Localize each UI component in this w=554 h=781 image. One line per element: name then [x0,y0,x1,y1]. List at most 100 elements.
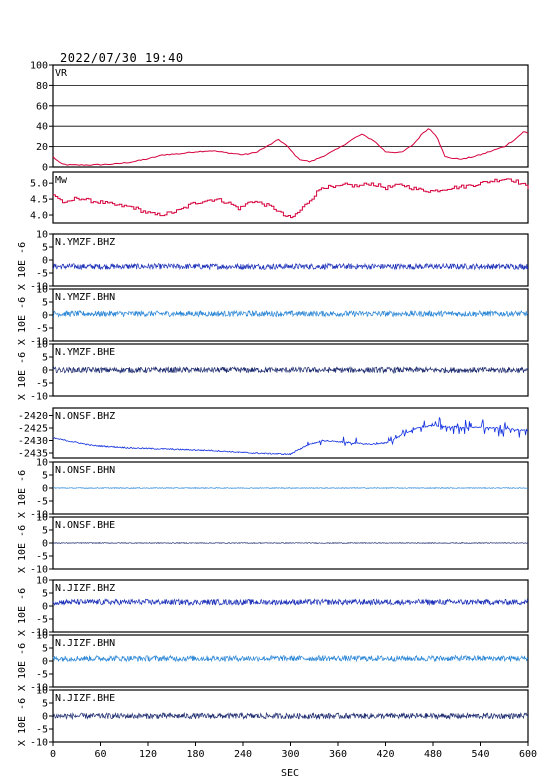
y-axis-units-label: X 10E -6 [17,352,28,400]
panel-frame [52,407,529,459]
chart-title: 2022/07/30 19:40 [60,51,184,65]
panel-frame [52,64,529,168]
y-axis-units-label: X 10E -6 [17,698,28,746]
series-line-onsf_bhn [53,487,529,489]
panel-frame [52,689,529,743]
y-tick-label: 5 [42,526,48,537]
y-tick-label: -2420 [18,411,48,422]
y-tick-label: -10 [30,392,48,403]
panels-group: 100806040200VR5.04.54.0Mw1050-5-10N.YMZF… [17,61,529,749]
y-tick-label: 5 [42,699,48,710]
y-tick-label: 0 [42,256,48,267]
y-tick-label: 0 [42,163,48,174]
panel-frame [52,171,529,224]
y-tick-label: -2435 [18,449,48,460]
panel-label: Mw [55,175,68,186]
series-line-jizf_bhz [52,598,529,607]
panel-label: N.ONSF.BHZ [55,411,115,422]
series-line-vr [52,128,529,166]
y-tick-label: 10 [36,631,48,642]
y-tick-label: 0 [42,484,48,495]
y-tick-label: -5 [36,615,48,626]
y-tick-label: 10 [36,576,48,587]
y-tick-label: 10 [36,285,48,296]
x-axis-label: SEC [281,768,299,779]
panel-onsf_bhe: 10 5 0 -5 -10 N.ONSF.BHE X 10E -6 [17,513,529,576]
panel-label: N.YMZF.BHN [55,292,115,303]
y-tick-label: -10 [30,337,48,348]
x-tick-label: 480 [424,749,442,760]
y-tick-label: -2425 [18,424,48,435]
panel-label: N.YMZF.BHZ [55,237,115,248]
panel-jizf_bhn: 10 5 0 -5 -10 N.JIZF.BHN X 10E -6 [17,631,529,694]
y-tick-label: 4.5 [30,195,48,206]
x-tick-label: 600 [519,749,537,760]
y-tick-label: -10 [30,738,48,749]
x-axis: 0 60 120 180 240 300 360 420 480 540 600 [50,742,537,760]
y-tick-label: 5 [42,243,48,254]
y-tick-label: -10 [30,628,48,639]
y-tick-label: 40 [36,122,48,133]
panel-label: N.YMZF.BHE [55,347,115,358]
series-line-onsf_bhz [52,416,529,456]
x-tick-label: 180 [186,749,204,760]
y-tick-label: -10 [30,683,48,694]
x-tick-label: 60 [94,749,106,760]
y-tick-label: 100 [30,61,48,72]
series-line-jizf_bhe [52,711,529,721]
y-axis-units-label: X 10E -6 [17,588,28,636]
panel-vr: 100 80 60 40 20 0 VR [30,61,529,174]
y-tick-label: 0 [42,311,48,322]
panel-jizf_bhe: 10 5 0 -5 -10 N.JIZF.BHE X 10E -6 [17,686,529,749]
panel-frame [52,579,529,633]
series-line-onsf_bhe [52,542,529,544]
y-tick-label: 0 [42,539,48,550]
y-tick-label: 5 [42,298,48,309]
panel-jizf_bhz: 10 5 0 -5 -10 N.JIZF.BHZ X 10E -6 [17,576,529,639]
y-tick-label: 10 [36,340,48,351]
y-tick-label: -5 [36,324,48,335]
y-axis-units-label: X 10E -6 [17,297,28,345]
x-tick-label: 420 [376,749,394,760]
y-tick-label: 0 [42,366,48,377]
series-line-ymzf_bhe [52,365,529,374]
y-axis-units-label: X 10E -6 [17,525,28,573]
panel-onsf_bhn: 10 5 0 -5 -10 N.ONSF.BHN X 10E -6 [17,458,529,521]
y-tick-label: 5 [42,353,48,364]
x-tick-label: 300 [281,749,299,760]
panel-frame [52,634,529,688]
series-line-jizf_bhn [52,654,529,663]
y-tick-label: -5 [36,497,48,508]
y-tick-label: -5 [36,725,48,736]
y-tick-label: 5 [42,471,48,482]
y-tick-label: 80 [36,81,48,92]
y-tick-label: 0 [42,657,48,668]
y-tick-label: -5 [36,552,48,563]
y-tick-label: 10 [36,230,48,241]
y-tick-label: 10 [36,513,48,524]
panel-ymzf_bhe: 10 5 0 -5 -10 N.YMZF.BHE X 10E -6 [17,340,529,403]
y-tick-label: 5.0 [30,179,48,190]
y-tick-label: -2430 [18,436,48,447]
x-tick-label: 540 [471,749,489,760]
panel-ymzf_bhz: 10 5 0 -5 -10 N.YMZF.BHZ X 10E -6 [17,230,529,293]
y-tick-label: -10 [30,282,48,293]
panel-ymzf_bhn: 10 5 0 -5 -10 N.YMZF.BHN X 10E -6 [17,285,529,348]
y-tick-label: 60 [36,101,48,112]
y-tick-label: 4.0 [30,211,48,222]
series-line-ymzf_bhz [52,262,529,271]
x-tick-label: 240 [234,749,252,760]
panel-frame [52,233,529,287]
series-line-mw [53,178,529,219]
y-axis-units-label: X 10E -6 [17,242,28,290]
y-tick-label: 10 [36,458,48,469]
y-tick-label: 0 [42,602,48,613]
panel-label: N.ONSF.BHE [55,520,115,531]
panel-label: N.JIZF.BHZ [55,583,115,594]
panel-label: N.JIZF.BHN [55,638,115,649]
panel-label: N.JIZF.BHE [55,693,115,704]
y-tick-label: -10 [30,510,48,521]
panel-onsf_bhz: -2420 -2425-2430 -2435 N.ONSF.BHZ [18,407,529,460]
y-axis-units-label: X 10E -6 [17,643,28,691]
